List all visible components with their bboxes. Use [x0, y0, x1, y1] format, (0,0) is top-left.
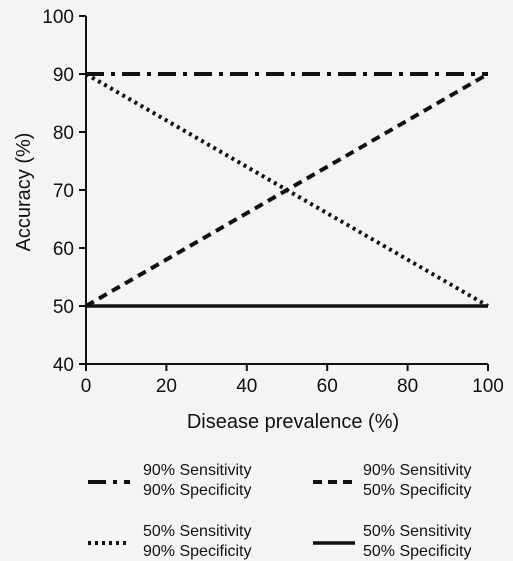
x-axis-label: Disease prevalence (%)	[187, 411, 399, 433]
legend-label-line2: 50% Specificity	[363, 482, 472, 499]
legend-label-line2: 90% Specificity	[143, 482, 252, 499]
y-tick-label: 40	[53, 355, 74, 376]
ticks: 40 50 60 70 80 90 100 0 20 40 60 80 100	[42, 7, 504, 397]
y-tick-label: 100	[42, 7, 74, 28]
y-tick-label: 90	[53, 65, 74, 86]
legend-label-line1: 50% Sensitivity	[143, 523, 252, 540]
legend-label-line2: 90% Specificity	[143, 543, 252, 560]
legend-label-line2: 50% Specificity	[363, 543, 472, 560]
legend-item: 50% Sensitivity 50% Specificity	[313, 523, 472, 560]
x-tick-label: 60	[317, 376, 338, 397]
x-tick-label: 20	[156, 376, 177, 397]
legend-label-line1: 90% Sensitivity	[363, 462, 472, 479]
y-tick-label: 80	[53, 123, 74, 144]
x-tick-label: 0	[81, 376, 92, 397]
series	[85, 72, 489, 308]
x-tick-label: 40	[236, 376, 257, 397]
y-axis-label: Accuracy (%)	[13, 133, 35, 252]
x-tick-label: 100	[472, 376, 504, 397]
legend-item: 50% Sensitivity 90% Specificity	[88, 523, 252, 560]
legend-label-line1: 50% Sensitivity	[363, 523, 472, 540]
legend-item: 90% Sensitivity 50% Specificity	[313, 462, 472, 499]
series-line-dotted	[85, 72, 489, 308]
x-tick-label: 80	[397, 376, 418, 397]
y-tick-label: 70	[53, 181, 74, 202]
y-tick-label: 60	[53, 239, 74, 260]
legend-item: 90% Sensitivity 90% Specificity	[88, 462, 252, 499]
y-tick-label: 50	[53, 297, 74, 318]
legend-label-line1: 90% Sensitivity	[143, 462, 252, 479]
